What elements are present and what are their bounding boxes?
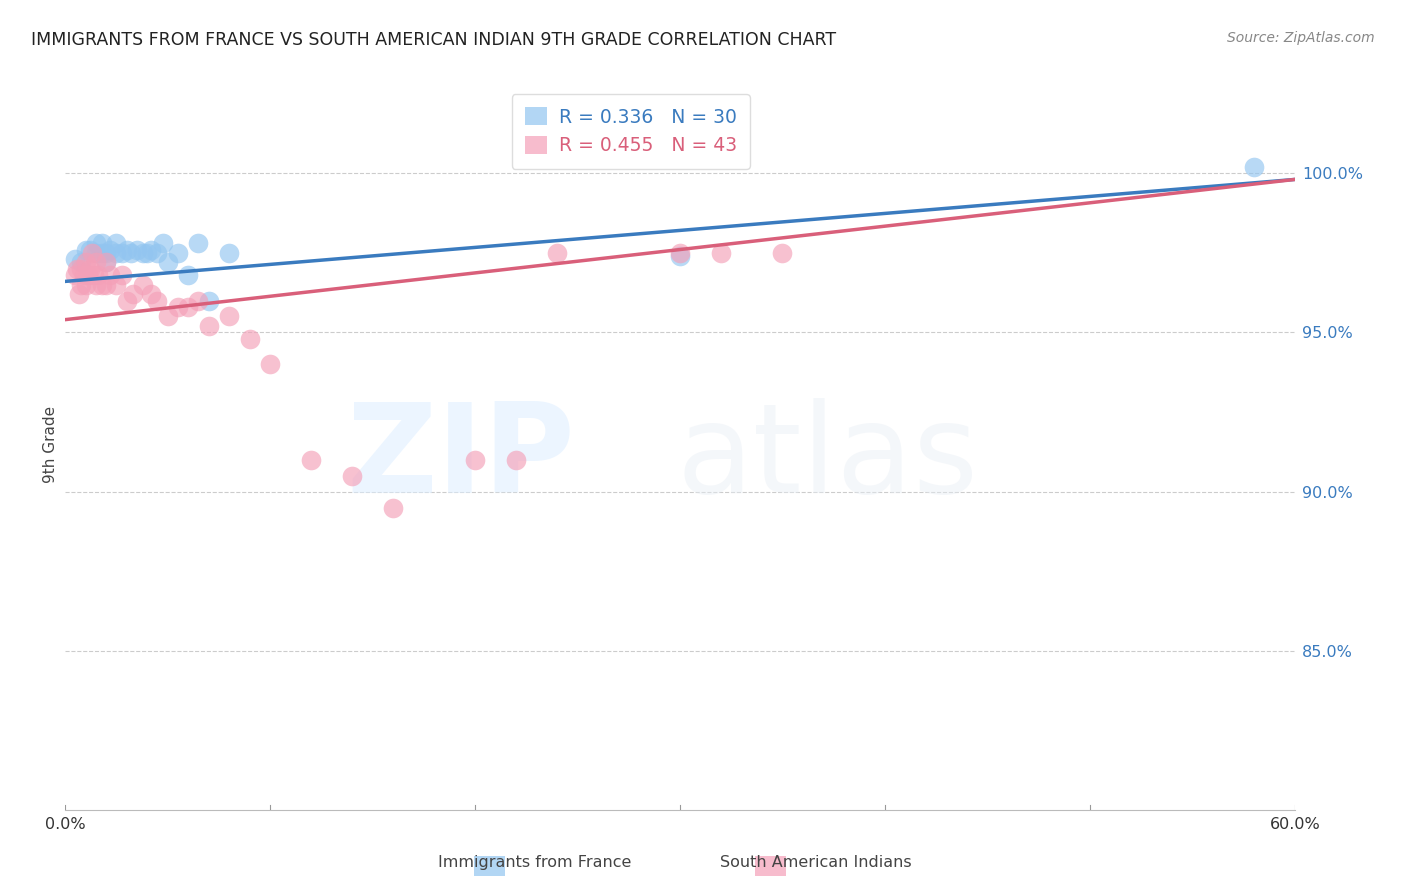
- Point: [197, 319, 219, 334]
- Point: [136, 245, 159, 260]
- Point: [87, 268, 110, 282]
- Point: [67, 287, 90, 301]
- Point: [84, 245, 107, 260]
- Point: [115, 243, 138, 257]
- Point: [84, 236, 107, 251]
- Text: South American Indians: South American Indians: [720, 855, 911, 870]
- Legend: R = 0.336   N = 30, R = 0.455   N = 43: R = 0.336 N = 30, R = 0.455 N = 43: [512, 95, 749, 169]
- Point: [187, 236, 209, 251]
- Point: [94, 255, 117, 269]
- Point: [132, 277, 155, 292]
- Point: [98, 243, 121, 257]
- Point: [156, 310, 179, 324]
- Text: ZIP: ZIP: [347, 398, 575, 519]
- Point: [259, 357, 281, 371]
- Point: [70, 255, 93, 269]
- Point: [669, 245, 692, 260]
- Point: [79, 261, 101, 276]
- Point: [121, 287, 143, 301]
- Point: [84, 277, 107, 292]
- Point: [83, 268, 105, 282]
- Text: Source: ZipAtlas.com: Source: ZipAtlas.com: [1227, 31, 1375, 45]
- Point: [197, 293, 219, 308]
- Point: [111, 268, 134, 282]
- Point: [340, 468, 363, 483]
- Point: [218, 310, 240, 324]
- Point: [75, 243, 97, 257]
- Point: [125, 243, 148, 257]
- Point: [187, 293, 209, 308]
- Point: [94, 277, 117, 292]
- Point: [94, 255, 117, 269]
- Point: [105, 277, 128, 292]
- Point: [65, 268, 87, 282]
- Point: [79, 243, 101, 257]
- Point: [120, 245, 142, 260]
- Point: [91, 236, 114, 251]
- Point: [70, 261, 93, 276]
- Point: [75, 255, 97, 269]
- Point: [156, 255, 179, 269]
- Point: [98, 268, 121, 282]
- Point: [546, 245, 568, 260]
- Point: [105, 236, 128, 251]
- Text: Immigrants from France: Immigrants from France: [437, 855, 631, 870]
- Point: [146, 293, 169, 308]
- Point: [84, 255, 107, 269]
- Point: [105, 245, 128, 260]
- Point: [238, 332, 260, 346]
- Point: [141, 287, 163, 301]
- Point: [80, 245, 103, 260]
- Point: [710, 245, 733, 260]
- Point: [141, 243, 163, 257]
- Point: [111, 245, 134, 260]
- Point: [1243, 160, 1265, 174]
- Point: [218, 245, 240, 260]
- Point: [382, 500, 405, 515]
- Point: [146, 245, 169, 260]
- Point: [66, 261, 89, 276]
- Point: [464, 453, 486, 467]
- Text: atlas: atlas: [676, 398, 979, 519]
- Point: [152, 236, 174, 251]
- Point: [94, 245, 117, 260]
- Point: [91, 277, 114, 292]
- Point: [91, 245, 114, 260]
- Point: [166, 300, 188, 314]
- Point: [505, 453, 527, 467]
- Point: [72, 268, 94, 282]
- Point: [76, 268, 98, 282]
- Y-axis label: 9th Grade: 9th Grade: [44, 405, 58, 483]
- Point: [70, 277, 93, 292]
- Point: [65, 252, 87, 266]
- Point: [115, 293, 138, 308]
- Point: [177, 300, 200, 314]
- Point: [299, 453, 322, 467]
- Point: [669, 249, 692, 263]
- Point: [166, 245, 188, 260]
- Point: [177, 268, 200, 282]
- Point: [75, 277, 97, 292]
- Text: IMMIGRANTS FROM FRANCE VS SOUTH AMERICAN INDIAN 9TH GRADE CORRELATION CHART: IMMIGRANTS FROM FRANCE VS SOUTH AMERICAN…: [31, 31, 837, 49]
- Point: [772, 245, 794, 260]
- Point: [132, 245, 155, 260]
